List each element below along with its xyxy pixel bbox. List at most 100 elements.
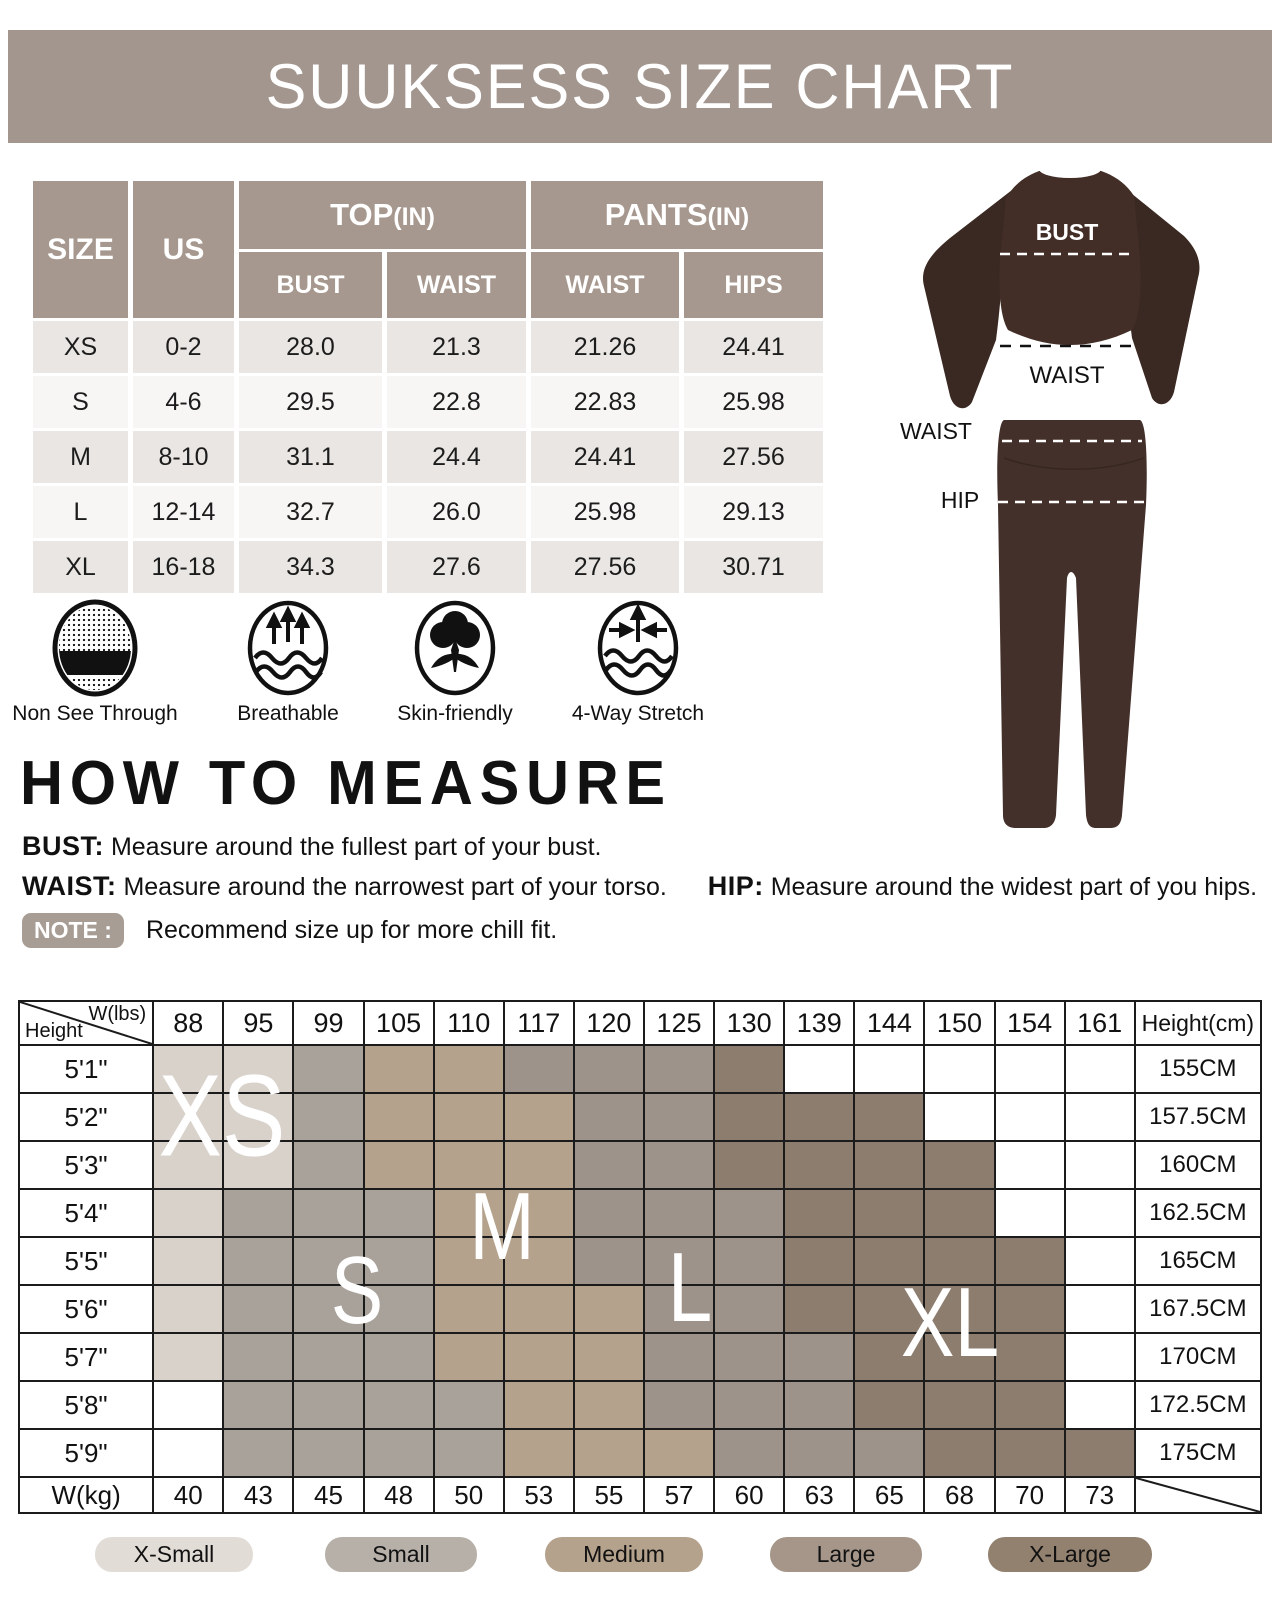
size-zone-cell-m [432,1284,505,1334]
size-zone-cell-xs [152,1092,225,1142]
size-zone-cell-l [853,1428,926,1478]
empty-cell [1063,1236,1136,1286]
weight-kg-cell: 50 [432,1476,505,1514]
feature-row: Non See Through Breathable [0,598,760,728]
height-ft-cell: 5'6" [17,1284,155,1334]
height-ft-cell: 5'8" [17,1380,155,1430]
size-zone-cell-xl [923,1428,996,1478]
size-zone-cell-l [783,1332,856,1382]
feature-label: Skin-friendly [397,702,513,725]
size-zone-cell-xs [152,1236,225,1286]
weight-kg-cell: 43 [222,1476,295,1514]
size-zone-cell-m [432,1236,505,1286]
pants-hips-cell: 25.98 [684,376,823,428]
waist-term: WAIST: [22,871,117,901]
size-zone-cell-s [222,1188,295,1238]
empty-cell [152,1380,225,1430]
empty-cell [783,1044,856,1094]
pants-waist-cell: 21.26 [531,321,679,373]
size-zone-cell-xl [853,1380,926,1430]
size-zone-cell-xs [152,1044,225,1094]
feature-four-way-stretch: 4-Way Stretch [548,598,728,726]
top-group-header: TOP(IN) [239,181,526,249]
us-cell: 16-18 [133,541,234,593]
size-zone-cell-s [222,1380,295,1430]
feature-label: 4-Way Stretch [571,702,705,725]
outfit-illustration-svg: BUST WAIST WAIST HIP [900,160,1200,828]
pants-group-header: PANTS(IN) [531,181,823,249]
matrix-table: W(lbs) Height 88 95 99 105 110 117 120 125 130 139 1… [17,1000,1263,1514]
size-zone-cell-s [432,1428,505,1478]
height-ft-cell: 5'3" [17,1140,155,1190]
top-waist-subheader: WAIST [387,252,526,318]
page-title: SUUKSESS SIZE CHART [265,51,1015,122]
size-zone-cell-s [222,1236,295,1286]
empty-cell [923,1092,996,1142]
height-cm-cell: 157.5CM [1133,1092,1263,1142]
size-zone-cell-l [713,1236,786,1286]
size-legend: X-Small Small Medium Large X-Large [0,1537,1280,1573]
weight-kg-cell: 70 [993,1476,1066,1514]
top-bust-cell: 32.7 [239,486,382,538]
size-zone-cell-m [432,1140,505,1190]
weight-lbs-header: 99 [292,1000,365,1046]
height-cm-cell: 162.5CM [1133,1188,1263,1238]
bust-label: BUST [1036,219,1099,245]
us-cell: 0-2 [133,321,234,373]
size-zone-cell-m [502,1092,575,1142]
legend-pill-small: Small [325,1537,477,1572]
pants-unit-label: (IN) [707,203,750,231]
size-zone-cell-s [362,1236,435,1286]
size-zone-cell-xs [152,1284,225,1334]
hip-description: Measure around the widest part of you hi… [770,873,1258,901]
corner-diagonal [20,1002,152,1044]
pants-group-label: PANTS [604,197,708,232]
pants-waist-cell: 22.83 [531,376,679,428]
empty-cell [1063,1284,1136,1334]
weight-kg-cell: 45 [292,1476,365,1514]
empty-cell [1063,1044,1136,1094]
matrix-row: 5'3" 160CM [17,1140,1263,1190]
empty-cell [923,1044,996,1094]
empty-cell [1063,1140,1136,1190]
size-zone-cell-m [502,1140,575,1190]
matrix-row: 5'9" 175CM [17,1428,1263,1478]
top-group-label: TOP [330,197,394,232]
size-zone-cell-m [362,1140,435,1190]
us-col-header: US [133,181,234,318]
size-table-row: M 8-10 31.1 24.4 24.41 27.56 [33,431,823,483]
weight-lbs-header: 150 [923,1000,996,1046]
weight-kg-cell: 65 [853,1476,926,1514]
empty-cell [993,1140,1066,1190]
size-zone-cell-l [713,1332,786,1382]
size-zone-cell-l [502,1044,575,1094]
size-zone-cell-xl [783,1140,856,1190]
us-cell: 12-14 [133,486,234,538]
size-zone-cell-l [783,1428,856,1478]
size-zone-cell-m [572,1332,645,1382]
height-ft-cell: 5'5" [17,1236,155,1286]
empty-cell [993,1044,1066,1094]
size-zone-cell-s [292,1092,365,1142]
weight-lbs-header: 120 [572,1000,645,1046]
top-bust-cell: 28.0 [239,321,382,373]
weight-kg-cell: 60 [713,1476,786,1514]
size-zone-cell-xl [1063,1428,1136,1478]
top-bust-cell: 31.1 [239,431,382,483]
size-table: SIZE US TOP(IN) PANTS(IN) BUST WAIST WAI… [28,178,828,596]
size-zone-cell-s [292,1044,365,1094]
top-bust-cell: 34.3 [239,541,382,593]
size-zone-cell-xl [993,1428,1066,1478]
top-waist-label: WAIST [1029,362,1104,389]
size-zone-cell-m [502,1380,575,1430]
height-ft-cell: 5'1" [17,1044,155,1094]
size-zone-cell-xl [853,1236,926,1286]
size-zone-cell-m [642,1428,716,1478]
size-zone-cell-s [292,1188,365,1238]
size-zone-cell-l [572,1140,645,1190]
size-zone-cell-l [642,1044,716,1094]
legend-pill-large: Large [770,1537,922,1572]
size-zone-cell-xl [713,1092,786,1142]
hip-term: HIP: [707,871,764,901]
